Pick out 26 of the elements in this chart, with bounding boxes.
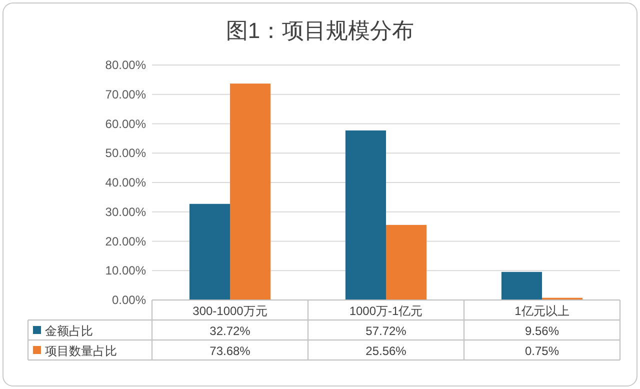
bar bbox=[345, 130, 386, 300]
bar bbox=[386, 224, 427, 300]
legend-label: 金额占比 bbox=[45, 324, 93, 338]
y-tick-label: 10.00% bbox=[105, 264, 146, 278]
y-tick-label: 40.00% bbox=[105, 176, 146, 190]
y-tick-label: 70.00% bbox=[105, 87, 146, 102]
data-label: 9.56% bbox=[524, 324, 560, 338]
bar bbox=[501, 272, 542, 300]
x-tick-label: 1亿元以上 bbox=[514, 304, 570, 318]
bar bbox=[189, 204, 230, 300]
legend-label: 项目数量占比 bbox=[45, 344, 117, 358]
bar bbox=[230, 84, 271, 300]
data-label: 32.72% bbox=[210, 324, 251, 338]
data-label: 25.56% bbox=[366, 344, 407, 358]
y-tick-label: 60.00% bbox=[105, 116, 146, 131]
y-tick-label: 0.00% bbox=[112, 293, 146, 307]
x-tick-label: 300-1000万元 bbox=[192, 304, 268, 318]
y-tick-label: 30.00% bbox=[105, 204, 146, 219]
y-tick-label: 80.00% bbox=[105, 58, 146, 72]
y-tick-label: 20.00% bbox=[105, 234, 146, 248]
chart-title: 图1：项目规模分布 bbox=[226, 18, 414, 43]
y-tick-label: 50.00% bbox=[105, 146, 146, 160]
data-label: 0.75% bbox=[524, 344, 560, 358]
x-tick-label: 1000万-1亿元 bbox=[349, 304, 423, 318]
data-label: 57.72% bbox=[366, 324, 407, 338]
data-label: 73.68% bbox=[210, 344, 251, 358]
